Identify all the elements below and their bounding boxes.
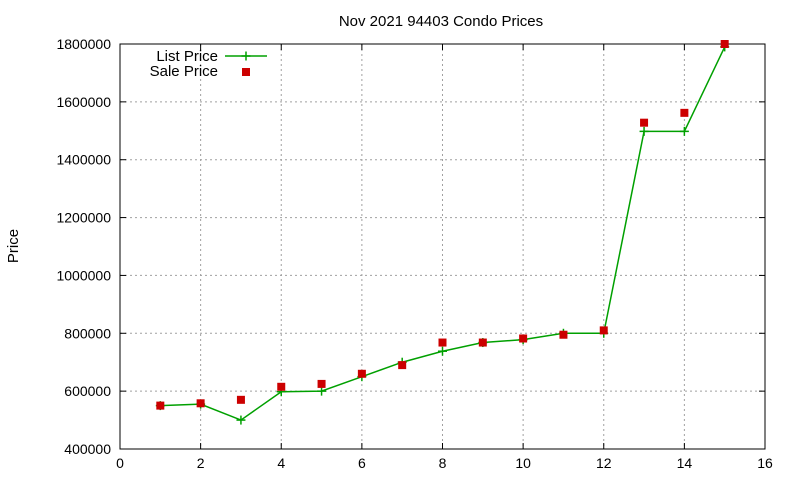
plot-series bbox=[155, 40, 730, 425]
x-tick-label: 0 bbox=[116, 455, 124, 471]
y-axis-label: Price bbox=[5, 229, 22, 263]
legend-marker-sale-price bbox=[242, 68, 250, 76]
y-tick-label: 1000000 bbox=[56, 267, 111, 283]
y-tick-label: 1200000 bbox=[56, 210, 111, 226]
x-tick-label: 8 bbox=[439, 455, 447, 471]
sale-price-point bbox=[519, 334, 528, 343]
y-tick-label: 1400000 bbox=[56, 152, 111, 168]
sale-price-point bbox=[640, 118, 649, 127]
sale-price-point bbox=[317, 379, 326, 388]
legend-label-list-price: List Price bbox=[156, 48, 218, 65]
sale-price-point bbox=[357, 369, 366, 378]
list-price-point bbox=[679, 126, 689, 136]
series-1 bbox=[156, 40, 729, 410]
sale-price-point bbox=[156, 401, 165, 410]
y-tick-label: 800000 bbox=[64, 325, 111, 341]
x-tick-label: 10 bbox=[515, 455, 531, 471]
list-price-point bbox=[639, 126, 649, 136]
plot-frame bbox=[119, 43, 766, 450]
list-price-point bbox=[438, 346, 447, 356]
sale-price-point bbox=[720, 40, 729, 48]
x-tick-label: 2 bbox=[197, 455, 205, 471]
x-tick-label: 14 bbox=[677, 455, 693, 471]
sale-price-point bbox=[438, 338, 447, 347]
grid-lines bbox=[120, 44, 765, 449]
sale-price-point bbox=[277, 382, 286, 391]
legend-label-sale-price: Sale Price bbox=[150, 63, 218, 80]
sale-price-point bbox=[559, 330, 568, 339]
y-tick-label: 1800000 bbox=[56, 36, 111, 52]
sale-price-point bbox=[398, 361, 407, 370]
x-tick-label: 12 bbox=[596, 455, 612, 471]
legend-marker-list-price bbox=[241, 51, 251, 61]
sale-price-point bbox=[680, 108, 689, 117]
sale-price-point bbox=[236, 395, 245, 404]
axes: 0 2 4 6 8 10 12 14 16 400000 600000 800000 1000000 12… bbox=[56, 36, 773, 471]
x-tick-label: 4 bbox=[277, 455, 285, 471]
x-tick-label: 16 bbox=[757, 455, 773, 471]
list-price-point bbox=[317, 386, 327, 396]
sale-price-point bbox=[196, 399, 205, 408]
list-price-point bbox=[236, 415, 246, 425]
sale-price-point bbox=[478, 338, 487, 347]
chart-title: Nov 2021 94403 Condo Prices bbox=[339, 13, 543, 30]
x-tick-label: 6 bbox=[358, 455, 366, 471]
y-tick-label: 1600000 bbox=[56, 94, 111, 110]
legend: List Price Sale Price bbox=[150, 48, 267, 80]
sale-price-point bbox=[599, 326, 608, 335]
y-tick-label: 600000 bbox=[64, 383, 111, 399]
y-tick-label: 400000 bbox=[64, 441, 111, 457]
